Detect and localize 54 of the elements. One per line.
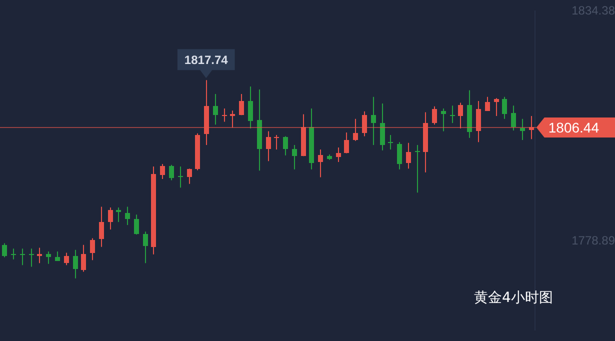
candlestick	[20, 248, 25, 266]
candlestick	[511, 105, 516, 131]
candlestick	[406, 142, 411, 170]
candlestick	[353, 118, 358, 142]
candlestick	[441, 108, 446, 132]
candlestick	[81, 244, 86, 272]
candlestick	[99, 206, 104, 248]
annotation: 1817.74	[184, 52, 228, 67]
candlestick	[64, 252, 69, 266]
candlestick	[143, 231, 148, 264]
candlestick	[29, 248, 34, 268]
candlestick	[344, 132, 349, 154]
ref-line-label: 1806.44	[548, 119, 600, 136]
candlestick	[134, 214, 139, 235]
candlestick	[125, 206, 130, 226]
candlestick	[274, 134, 279, 150]
candlestick	[336, 146, 341, 162]
candlestick	[450, 105, 455, 124]
candlestick	[458, 102, 463, 129]
candlestick	[90, 238, 95, 261]
candlestick	[292, 144, 297, 170]
candlestick	[239, 94, 244, 116]
candlestick	[283, 136, 288, 156]
candlestick	[397, 142, 402, 170]
candlestick	[73, 249, 78, 279]
candlestick	[169, 164, 174, 181]
candlestick	[46, 250, 51, 264]
candlestick	[266, 130, 271, 162]
candlestick	[380, 103, 385, 151]
candlestick	[415, 144, 420, 194]
candlestick	[160, 164, 165, 180]
text: 黄金4小时图	[474, 289, 553, 307]
candlestick	[520, 118, 525, 140]
candlestick	[11, 248, 16, 260]
candlestick	[476, 100, 481, 143]
candlestick	[37, 247, 42, 264]
candlestick	[318, 149, 323, 178]
candlestick	[529, 115, 534, 140]
candlestick	[178, 166, 183, 188]
candlestick	[362, 110, 367, 137]
candlestick	[108, 207, 113, 230]
candlestick	[230, 110, 235, 128]
candlestick	[502, 96, 507, 120]
candlestick	[432, 106, 437, 126]
candlestick	[494, 98, 499, 116]
candlestick	[2, 242, 7, 258]
candlestick	[388, 134, 393, 150]
candlestick	[187, 168, 192, 184]
candlestick	[213, 94, 218, 126]
candlestick	[116, 207, 121, 223]
candlestick	[248, 86, 253, 129]
candlestick	[485, 96, 490, 112]
candlestick	[222, 108, 227, 122]
candlestick	[371, 96, 376, 146]
